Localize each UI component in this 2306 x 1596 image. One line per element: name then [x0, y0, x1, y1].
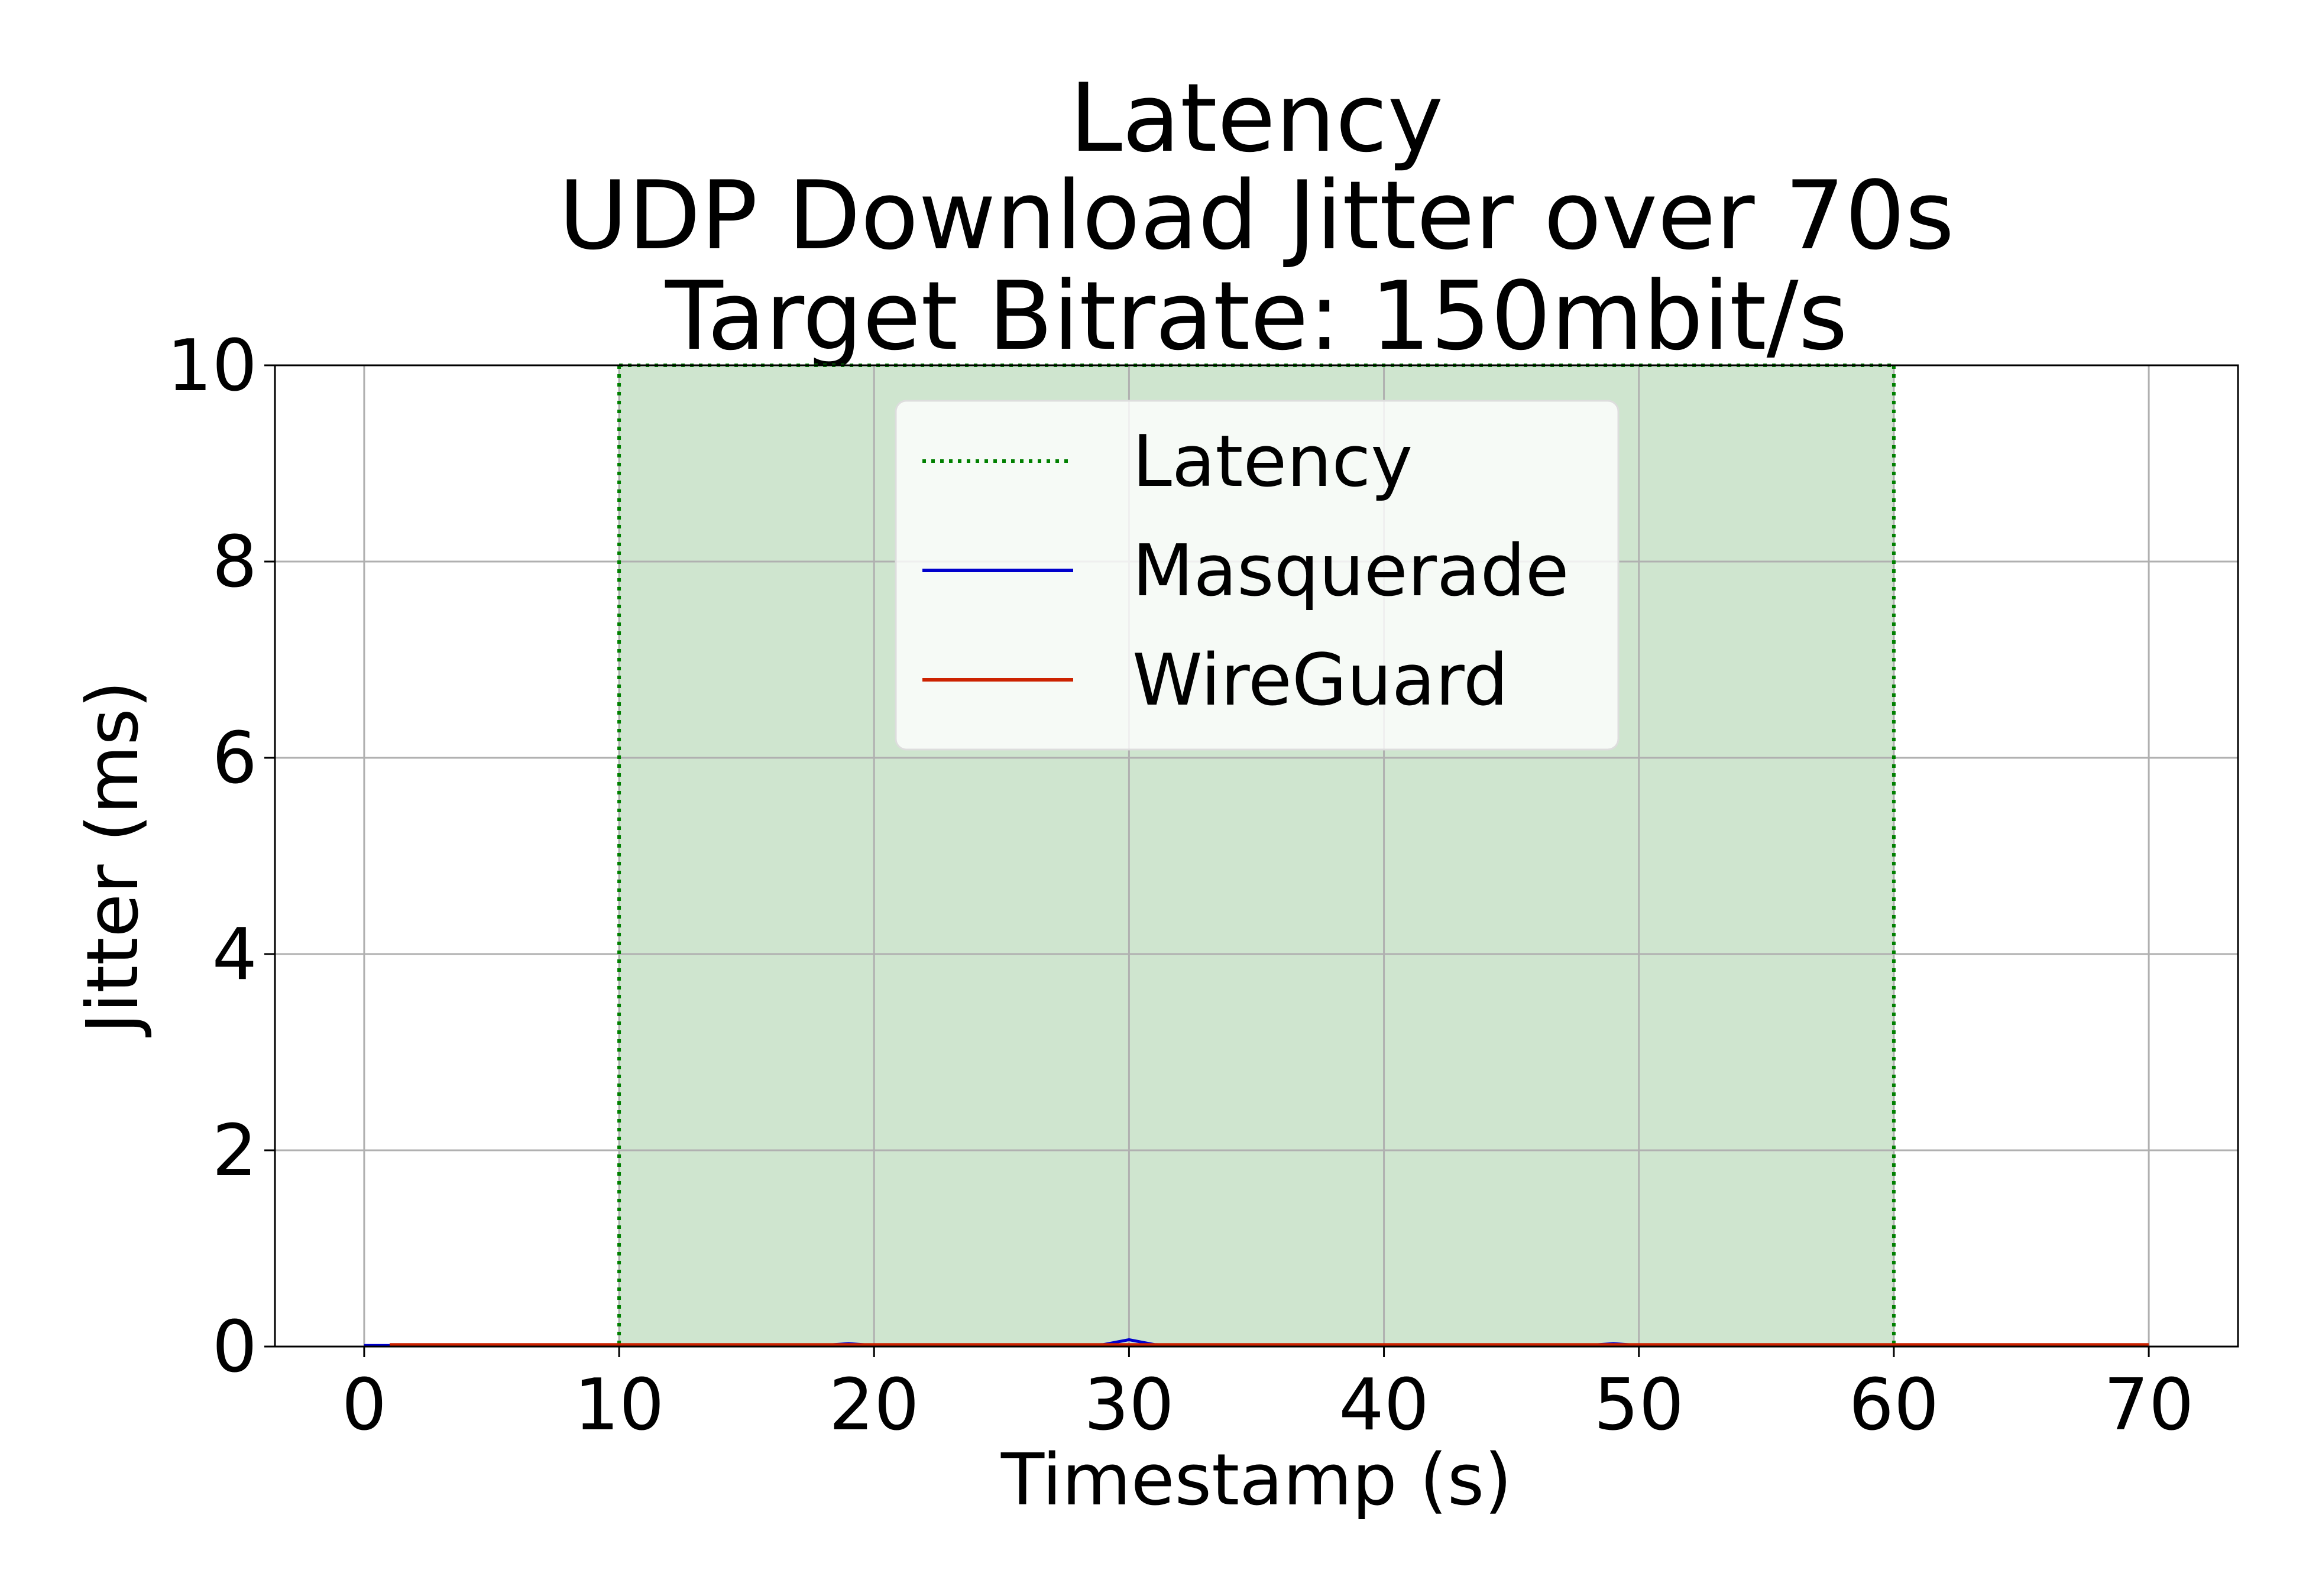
x-axis-label: Timestamp (s): [1000, 1439, 1512, 1522]
title-line-1: Latency: [1070, 63, 1443, 173]
x-tick-label: 70: [2104, 1364, 2194, 1446]
x-tick-label: 20: [829, 1364, 919, 1446]
x-tick-label: 30: [1084, 1364, 1174, 1446]
y-tick-label: 0: [212, 1306, 257, 1389]
y-tick-label: 6: [212, 718, 257, 800]
x-tick-label: 60: [1849, 1364, 1939, 1446]
x-tick-label: 50: [1594, 1364, 1684, 1446]
legend: Latency Masquerade WireGuard: [895, 400, 1620, 751]
legend-box: [895, 400, 1620, 751]
legend-label-latency: Latency: [1132, 421, 1413, 503]
y-tick-label: 4: [212, 914, 257, 996]
y-axis-label: Jitter (ms): [72, 680, 154, 1037]
y-tick-label: 10: [167, 325, 257, 407]
x-tick-label: 10: [574, 1364, 665, 1446]
legend-label-wireguard: WireGuard: [1132, 640, 1508, 722]
series-lines: [364, 364, 2149, 1347]
x-tick-label: 40: [1339, 1364, 1429, 1446]
x-tick-label: 0: [342, 1364, 387, 1446]
axis-ticks: 0 10 20 30 40 50 60 70 0 2 4 6 8 10: [167, 325, 2194, 1446]
title-line-2: UDP Download Jitter over 70s: [559, 160, 1955, 271]
plot-frame: [274, 364, 2239, 1348]
y-tick-label: 8: [212, 521, 257, 604]
y-tick-label: 2: [212, 1110, 257, 1192]
legend-label-masquerade: Masquerade: [1132, 530, 1569, 612]
title-line-3: Target Bitrate: 150mbit/s: [665, 261, 1848, 371]
chart-title: Latency UDP Download Jitter over 70s Tar…: [559, 63, 1955, 371]
